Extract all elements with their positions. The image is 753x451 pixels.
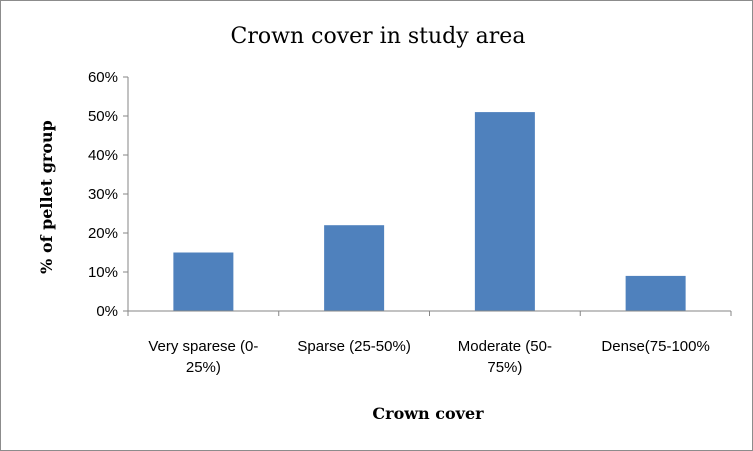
bar — [173, 252, 234, 311]
x-tick-label: Dense(75-100% — [601, 338, 709, 355]
y-tick-label: 60% — [88, 69, 118, 86]
x-tick-label: Sparse (25-50%) — [297, 338, 410, 355]
y-tick-label: 50% — [88, 108, 118, 125]
y-tick-label: 10% — [88, 264, 118, 281]
x-axis-title: Crown cover — [372, 404, 484, 423]
plot-area: 0% 10% 20% 30% 40% 50% 60% Very sparese (0-25%)… — [88, 69, 732, 376]
bar — [625, 275, 686, 311]
y-tick-label: 30% — [88, 186, 118, 203]
y-axis-title: % of pellet group — [37, 120, 56, 274]
bar — [324, 225, 385, 311]
y-tick-label: 40% — [88, 147, 118, 164]
x-tick-label: Moderate (50-75%) — [458, 338, 552, 376]
x-tick-label: Very sparese (0-25%) — [148, 338, 258, 376]
bar — [474, 112, 535, 311]
y-tick-label: 20% — [88, 225, 118, 242]
y-tick-label: 0% — [96, 303, 118, 320]
chart-title: Crown cover in study area — [231, 24, 526, 49]
